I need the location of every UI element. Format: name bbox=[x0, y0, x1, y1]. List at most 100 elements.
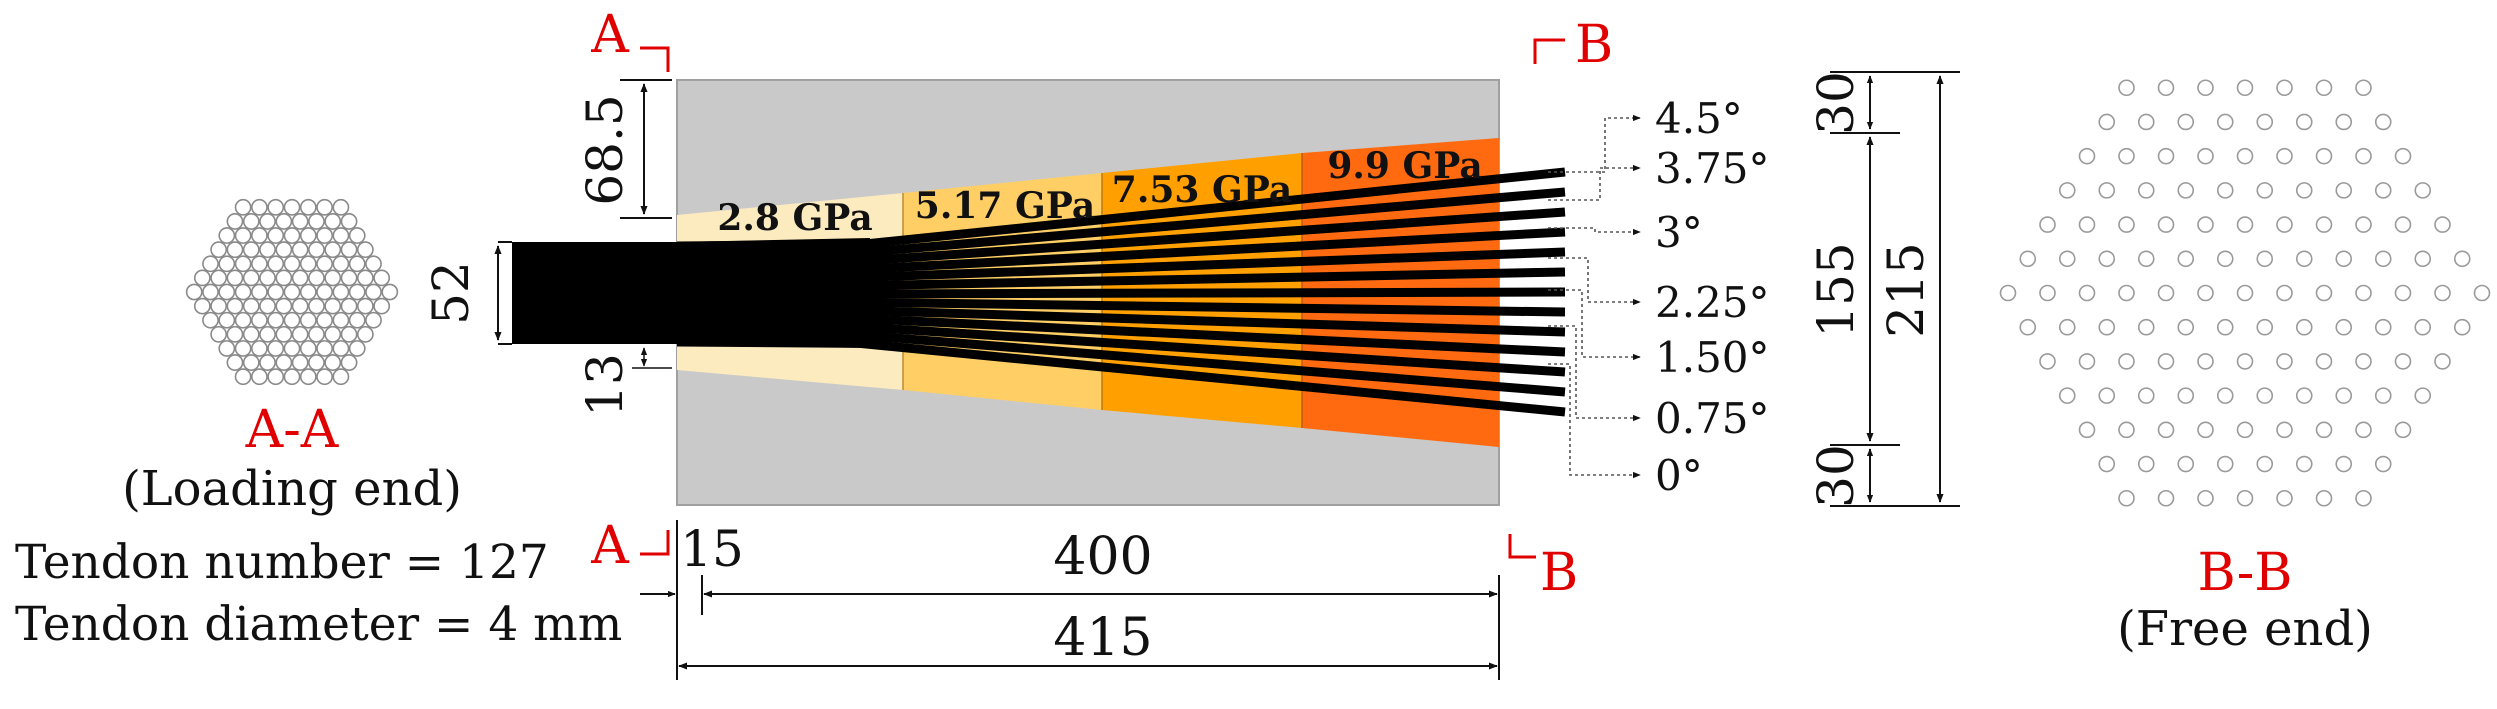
tendon-hole bbox=[324, 354, 342, 371]
tendon-hole bbox=[2473, 284, 2491, 302]
tendon-hole bbox=[373, 297, 391, 315]
cut-mark-a-bottom-letter: A bbox=[590, 516, 630, 576]
tendon-hole bbox=[340, 325, 358, 343]
section-subtitle-free-end: (Free end) bbox=[2117, 601, 2373, 657]
free-end-tendon-grid bbox=[1999, 79, 2491, 507]
tendon-hole bbox=[2236, 353, 2254, 370]
tendon-hole bbox=[2295, 318, 2313, 336]
tendon-hole bbox=[2118, 79, 2135, 97]
tendon-hole bbox=[242, 213, 260, 230]
tendon-hole bbox=[2256, 455, 2274, 473]
tendon-hole bbox=[2157, 284, 2175, 302]
tendon-hole bbox=[332, 311, 350, 329]
tendon-hole bbox=[332, 368, 350, 386]
tendon-hole bbox=[259, 269, 276, 287]
tendon-hole bbox=[218, 255, 236, 273]
zone-3-label: 7.53 GPa bbox=[1112, 169, 1292, 211]
tendon-hole bbox=[2374, 455, 2392, 473]
section-label-a-a: A-A bbox=[245, 400, 340, 460]
tendon-hole bbox=[356, 269, 374, 287]
tendon-hole bbox=[356, 241, 374, 259]
angle-leader bbox=[1548, 164, 1641, 201]
dimension-horizontal-lines bbox=[640, 520, 1500, 680]
dimension-bottom-gap bbox=[632, 347, 672, 369]
tendon-hole bbox=[324, 269, 342, 287]
tendon-hole bbox=[193, 297, 211, 315]
tendon-hole bbox=[193, 269, 211, 287]
angle-leader bbox=[1548, 363, 1641, 479]
tendon-hole bbox=[299, 255, 317, 273]
tendon-hole bbox=[283, 198, 301, 216]
tendon-hole bbox=[218, 283, 236, 301]
tendon-hole bbox=[316, 368, 333, 386]
angle-label: 2.25° bbox=[1655, 278, 1770, 327]
angle-label: 3° bbox=[1655, 208, 1703, 257]
tendon-hole bbox=[2276, 216, 2293, 233]
dimension-right-bottom-value: 30 bbox=[1807, 444, 1865, 508]
tendon-hole bbox=[234, 255, 252, 273]
tendon-hole bbox=[2197, 353, 2214, 370]
tendon-hole bbox=[2157, 216, 2175, 233]
tendon-hole bbox=[348, 227, 366, 244]
cut-mark-a-top-letter: A bbox=[590, 5, 630, 65]
tendon-hole bbox=[2295, 455, 2313, 473]
tendon-hole bbox=[2098, 455, 2116, 473]
tendon-hole bbox=[275, 325, 293, 343]
tendon-hole bbox=[2394, 284, 2412, 302]
tendon-hole bbox=[2315, 284, 2333, 302]
angle-annotations: 4.5°3.75° 3° 2.25° 1.50° 0.75° 0° bbox=[1548, 94, 1770, 500]
tendon-hole bbox=[2157, 79, 2175, 97]
tendon-hole bbox=[226, 297, 244, 315]
angle-leader bbox=[1548, 114, 1641, 173]
tendon-hole bbox=[2434, 216, 2451, 233]
section-label-b-b: B-B bbox=[2198, 543, 2293, 603]
tendon-hole bbox=[275, 269, 293, 287]
tendon-hole bbox=[299, 340, 317, 357]
tendon-hole bbox=[267, 340, 285, 357]
tendon-number-label: Tendon number = 127 bbox=[15, 535, 549, 590]
cut-mark-b-bottom-letter: B bbox=[1540, 543, 1578, 603]
tendon-hole bbox=[250, 283, 268, 301]
tendon-hole bbox=[259, 297, 276, 315]
tendon-hole bbox=[308, 213, 325, 230]
tendon-hole bbox=[2216, 387, 2234, 404]
tendon-hole bbox=[2157, 489, 2175, 507]
tendon-hole bbox=[348, 311, 366, 329]
tendon-hole bbox=[2394, 216, 2412, 233]
tendon-hole bbox=[316, 227, 333, 244]
tendon-hole bbox=[202, 255, 219, 273]
tendon-hole bbox=[291, 297, 309, 315]
angle-label: 3.75° bbox=[1655, 144, 1770, 193]
section-subtitle-loading-end: (Loading end) bbox=[122, 461, 462, 517]
tendon-hole bbox=[2236, 79, 2254, 97]
tendon-hole bbox=[332, 198, 350, 216]
tendon-hole bbox=[356, 297, 374, 315]
tendon-hole bbox=[2058, 318, 2076, 336]
dimension-inset-value: 15 bbox=[680, 520, 744, 578]
tendon-hole bbox=[381, 283, 399, 301]
tendon-hole bbox=[332, 255, 350, 273]
tendon-hole bbox=[283, 368, 301, 386]
tendon-hole bbox=[2295, 387, 2313, 404]
cut-mark-b-top-letter: B bbox=[1575, 15, 1613, 75]
tendon-hole bbox=[267, 368, 285, 386]
tendon-hole bbox=[2137, 318, 2155, 336]
tendon-hole bbox=[2177, 113, 2195, 131]
tendon-hole bbox=[242, 325, 260, 343]
tendon-hole bbox=[2236, 421, 2254, 439]
dimension-bundle-height bbox=[494, 241, 512, 345]
tendon-hole bbox=[308, 354, 325, 371]
angle-leader bbox=[1548, 227, 1641, 236]
tendon-hole bbox=[218, 227, 236, 244]
tendon-hole bbox=[234, 340, 252, 357]
tendon-hole bbox=[2197, 489, 2214, 507]
tendon-hole bbox=[2098, 113, 2116, 131]
tendon-hole bbox=[2374, 250, 2392, 268]
tendon-hole bbox=[356, 325, 374, 343]
tendon-hole bbox=[283, 283, 301, 301]
tendon-hole bbox=[2453, 318, 2471, 336]
tendon-hole bbox=[2058, 387, 2076, 404]
tendon-hole bbox=[2019, 250, 2037, 268]
tendon-hole bbox=[2335, 455, 2353, 473]
